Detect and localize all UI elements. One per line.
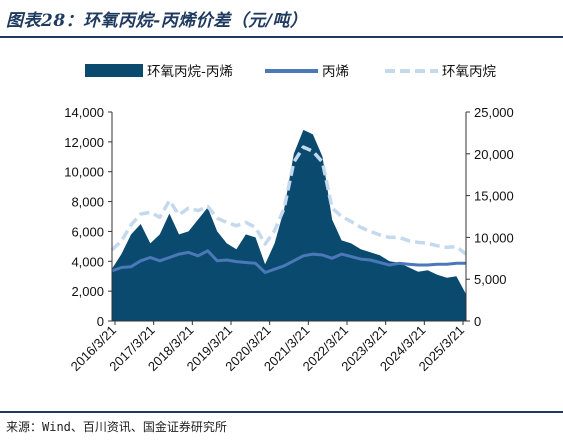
y-left-tick-label: 12,000 (64, 135, 104, 150)
y-left-tick-label: 4,000 (71, 254, 104, 269)
legend-swatch-spread (85, 64, 143, 77)
legend-label-spread: 环氧丙烷-丙烯 (147, 64, 233, 80)
series-line-propylene-oxide (110, 145, 468, 256)
legend: 环氧丙烷-丙烯 丙烯 环氧丙烷 (85, 64, 496, 80)
series-area-spread (112, 129, 466, 321)
y-left-tick-label: 0 (97, 314, 104, 329)
bottom-rule (0, 411, 563, 413)
source-note: 来源：Wind、百川资讯、国金证券研究所 (6, 420, 227, 434)
y-left-tick-label: 10,000 (64, 165, 104, 180)
y-left-tick-label: 2,000 (71, 284, 104, 299)
top-rule (0, 36, 563, 38)
y-right-tick-label: 5,000 (474, 272, 507, 287)
y-right-tick-label: 25,000 (474, 105, 514, 120)
y-left-tick-label: 6,000 (71, 224, 104, 239)
legend-label-propylene: 丙烯 (322, 64, 349, 80)
plot-area: 0 2,000 4,000 6,000 8,000 10,000 12,000 14,000 0… (64, 105, 514, 374)
y-right-tick-label: 10,000 (474, 230, 514, 245)
series-line-propylene (111, 249, 466, 274)
y-right-tick-label: 15,000 (474, 189, 514, 204)
legend-label-propylene-oxide: 环氧丙烷 (442, 64, 496, 80)
y-left-tick-label: 14,000 (64, 105, 104, 120)
y-right-tick-label: 0 (474, 314, 481, 329)
y-right-tick-label: 20,000 (474, 147, 514, 162)
chart-title: 图表28：环氧丙烷-丙烯价差（元/吨） (6, 11, 308, 31)
y-left-tick-label: 8,000 (71, 195, 104, 210)
